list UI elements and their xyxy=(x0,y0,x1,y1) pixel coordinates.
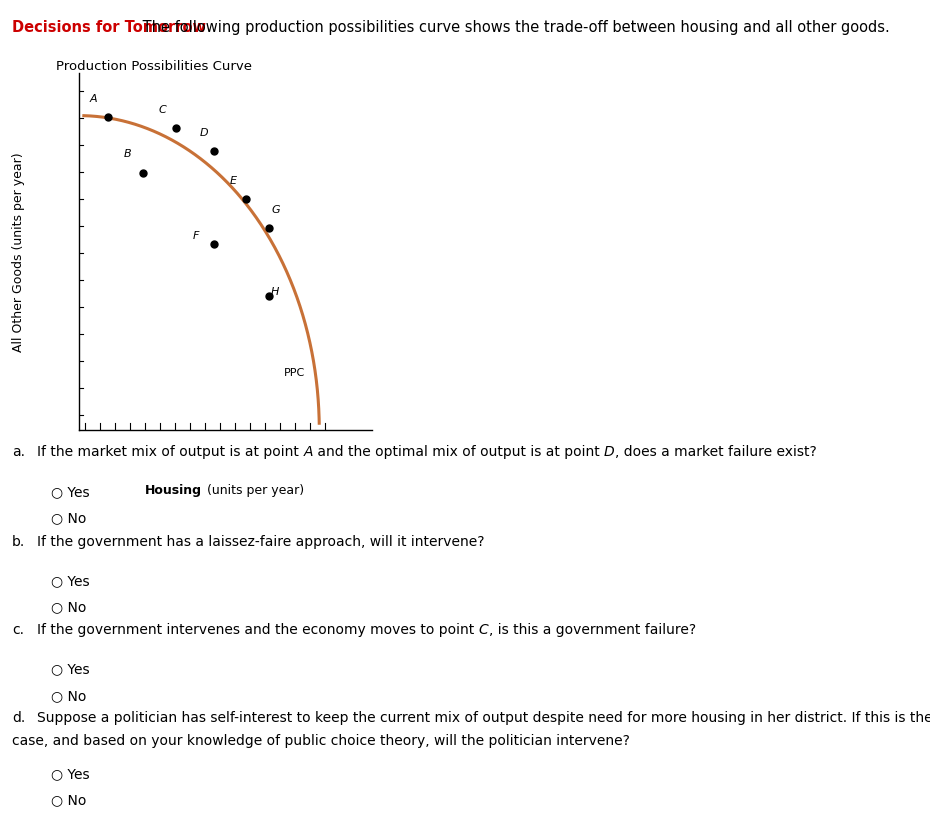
Text: , is this a government failure?: , is this a government failure? xyxy=(488,622,696,636)
Text: All Other Goods (units per year): All Other Goods (units per year) xyxy=(12,152,25,351)
Text: Decisions for Tomorrow: Decisions for Tomorrow xyxy=(12,20,206,34)
Text: d.: d. xyxy=(12,710,25,724)
Text: a.: a. xyxy=(12,445,25,459)
Text: and the optimal mix of output is at point: and the optimal mix of output is at poin… xyxy=(313,445,604,459)
Text: ○ No: ○ No xyxy=(51,600,86,613)
Text: F: F xyxy=(193,231,199,241)
Text: G: G xyxy=(271,205,280,215)
Text: E: E xyxy=(230,176,236,186)
Text: b.: b. xyxy=(12,534,25,548)
Text: c.: c. xyxy=(12,622,24,636)
Text: A: A xyxy=(90,94,98,104)
Text: If the government has a laissez-faire approach, will it intervene?: If the government has a laissez-faire ap… xyxy=(37,534,485,548)
Text: Housing: Housing xyxy=(145,483,203,496)
Text: If the market mix of output is at point: If the market mix of output is at point xyxy=(37,445,303,459)
Text: C: C xyxy=(479,622,488,636)
Text: A: A xyxy=(303,445,313,459)
Text: H: H xyxy=(272,287,280,296)
Text: ○ Yes: ○ Yes xyxy=(51,573,90,587)
Text: The following production possibilities curve shows the trade-off between housing: The following production possibilities c… xyxy=(138,20,889,34)
Text: B: B xyxy=(124,149,131,159)
Text: ○ Yes: ○ Yes xyxy=(51,485,90,499)
Text: If the government intervenes and the economy moves to point: If the government intervenes and the eco… xyxy=(37,622,479,636)
Text: , does a market failure exist?: , does a market failure exist? xyxy=(615,445,817,459)
Text: Production Possibilities Curve: Production Possibilities Curve xyxy=(56,60,252,73)
Text: ○ No: ○ No xyxy=(51,511,86,525)
Text: PPC: PPC xyxy=(284,368,305,378)
Text: ○ No: ○ No xyxy=(51,792,86,806)
Text: case, and based on your knowledge of public choice theory, will the politician i: case, and based on your knowledge of pub… xyxy=(12,733,630,747)
Text: Suppose a politician has self-interest to keep the current mix of output despite: Suppose a politician has self-interest t… xyxy=(37,710,930,724)
Text: ○ Yes: ○ Yes xyxy=(51,766,90,780)
Text: ○ Yes: ○ Yes xyxy=(51,662,90,676)
Text: (units per year): (units per year) xyxy=(203,483,304,496)
Text: D: D xyxy=(604,445,615,459)
Text: D: D xyxy=(199,128,208,138)
Text: C: C xyxy=(159,105,166,115)
Text: ○ No: ○ No xyxy=(51,688,86,702)
